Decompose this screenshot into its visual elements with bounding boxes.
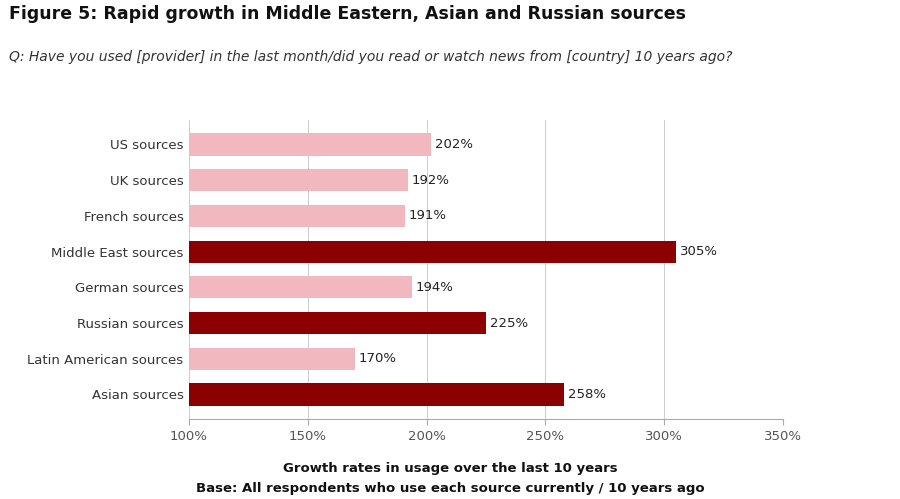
Bar	[189, 169, 408, 191]
Bar	[189, 241, 676, 262]
Text: 225%: 225%	[490, 316, 527, 329]
Bar	[189, 312, 486, 334]
Bar	[189, 276, 412, 298]
Text: 170%: 170%	[359, 352, 397, 365]
Text: 305%: 305%	[680, 245, 717, 258]
Bar	[189, 205, 405, 227]
Text: 202%: 202%	[435, 138, 472, 151]
Text: Base: All respondents who use each source currently / 10 years ago: Base: All respondents who use each sourc…	[195, 482, 705, 495]
Text: 191%: 191%	[409, 210, 446, 223]
Text: Q: Have you used [provider] in the last month/did you read or watch news from [c: Q: Have you used [provider] in the last …	[9, 50, 733, 64]
Text: 192%: 192%	[411, 174, 449, 187]
Text: 194%: 194%	[416, 281, 454, 294]
Bar	[189, 383, 564, 406]
Text: Growth rates in usage over the last 10 years: Growth rates in usage over the last 10 y…	[283, 462, 617, 475]
Text: 258%: 258%	[568, 388, 606, 401]
Bar	[189, 133, 431, 156]
Text: Figure 5: Rapid growth in Middle Eastern, Asian and Russian sources: Figure 5: Rapid growth in Middle Eastern…	[9, 5, 686, 23]
Bar	[189, 348, 356, 370]
